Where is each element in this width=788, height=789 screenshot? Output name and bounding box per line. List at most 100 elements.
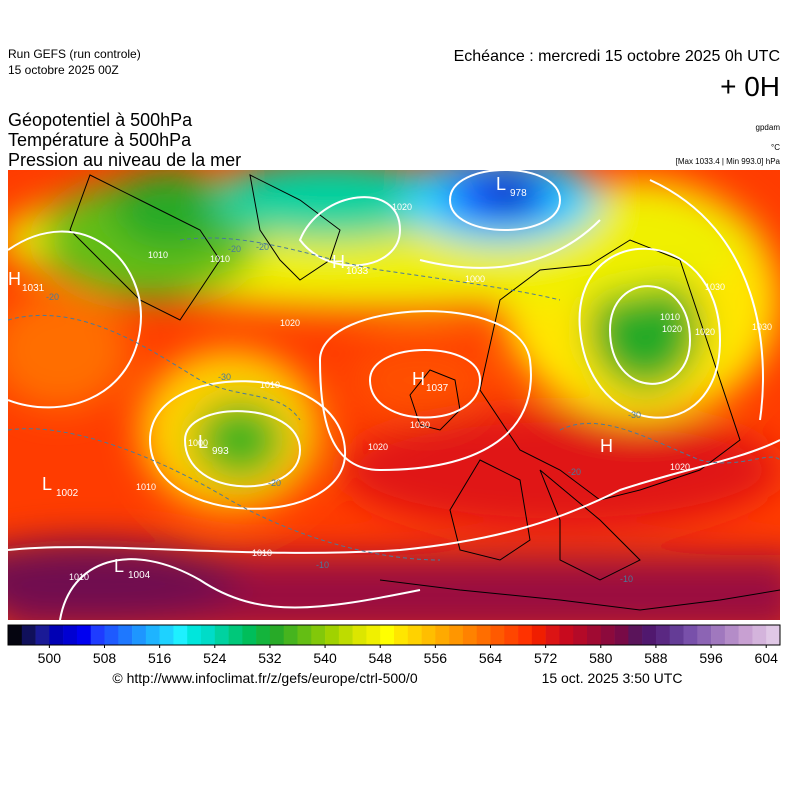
center-value: 993: [212, 446, 229, 457]
colorbar-swatch: [435, 625, 450, 645]
colorbar-swatch: [76, 625, 92, 645]
isobar-label: 1020: [670, 462, 690, 472]
center-value: 1031: [22, 283, 45, 294]
colorbar-swatch: [490, 625, 505, 645]
isotherm-label: -20: [256, 242, 269, 252]
colorbar-swatch: [21, 625, 36, 645]
field: Géopotentiel à 500hPa: [8, 110, 193, 130]
run: Run GEFS (run controle): [8, 47, 141, 61]
colorbar-swatch: [352, 625, 367, 645]
colorbar-swatch: [132, 625, 147, 645]
colorbar-swatch: [63, 625, 78, 645]
colorbar-tick-label: 556: [424, 650, 448, 666]
colorbar-frame: [7, 624, 781, 646]
colorbar-swatch: [297, 625, 312, 645]
isobar-label: 1000: [188, 438, 208, 448]
colorbar-swatch: [531, 625, 546, 645]
isobar-label: 1010: [660, 312, 680, 322]
colorbar-tick-label: 532: [258, 650, 282, 666]
colorbar-tick-label: 500: [38, 650, 62, 666]
colorbar-swatch: [504, 625, 519, 645]
isotherm-label: -30: [628, 410, 641, 420]
colorbar-swatch: [49, 625, 64, 645]
colorbar-tick-label: 564: [479, 650, 503, 666]
center-type: L: [496, 174, 506, 194]
isotherm-label: -20: [46, 292, 59, 302]
field: Température à 500hPa: [8, 130, 192, 150]
colorbar-swatch: [159, 625, 174, 645]
valid-time: Echéance : mercredi 15 octobre 2025 0h U…: [454, 48, 780, 65]
colorbar-swatch: [338, 625, 353, 645]
colorbar-swatch: [669, 625, 684, 645]
run-date: 15 octobre 2025 00Z: [8, 63, 119, 77]
colorbar-tick-label: 540: [313, 650, 337, 666]
colorbar-tick-label: 604: [755, 650, 779, 666]
colorbar-swatch: [573, 625, 588, 645]
isobar-label: 1020: [392, 202, 412, 212]
field-shading: [8, 170, 780, 620]
colorbar-swatch: [587, 625, 602, 645]
field: Pression au niveau de la mer: [8, 150, 241, 170]
isobar-label: 1010: [252, 548, 272, 558]
colorbar-tick-label: 508: [93, 650, 117, 666]
map: [8, 170, 780, 620]
colorbar-tick-label: 572: [534, 650, 558, 666]
colorbar-tick-label: 588: [644, 650, 668, 666]
colorbar-tick-label: 596: [699, 650, 723, 666]
colorbar-swatch: [118, 625, 133, 645]
colorbar-swatch: [366, 625, 381, 645]
pressure-range: [Max 1033.4 | Min 993.0] hPa: [676, 157, 781, 166]
center-type: L: [198, 432, 208, 452]
colorbar-swatch: [738, 625, 753, 645]
colorbar-swatch: [394, 625, 409, 645]
center-value: 1037: [426, 383, 449, 394]
colorbar-swatch: [104, 625, 119, 645]
colorbar-swatch: [256, 625, 271, 645]
unit: °C: [771, 143, 780, 152]
colorbar-swatch: [201, 625, 216, 645]
center-type: L: [114, 556, 124, 576]
unit: gpdam: [756, 123, 781, 132]
center-type: H: [8, 269, 21, 289]
colorbar-swatch: [90, 625, 105, 645]
center-value: 1033: [346, 266, 369, 277]
colorbar-swatch: [242, 625, 257, 645]
isobar-label: 1020: [662, 324, 682, 334]
isobar-label: 1010: [148, 250, 168, 260]
colorbar-swatch: [697, 625, 712, 645]
isobars: [8, 170, 780, 620]
generated: 15 oct. 2025 3:50 UTC: [542, 670, 683, 686]
isobar-label: 1020: [695, 327, 715, 337]
center-value: 1002: [56, 488, 79, 499]
colorbar-tick-label: 524: [203, 650, 227, 666]
colorbar-swatch: [311, 625, 326, 645]
colorbar-swatch: [421, 625, 436, 645]
isotherm-label: -20: [268, 478, 281, 488]
isobar-label: 1020: [280, 318, 300, 328]
colorbar-swatch: [628, 625, 643, 645]
isotherm-label: -20: [228, 244, 241, 254]
isotherm-label: -20: [568, 467, 581, 477]
colorbar-swatch: [559, 625, 574, 645]
isotherm-label: -10: [316, 560, 329, 570]
lead-time: + 0H: [720, 71, 780, 102]
colorbar-swatch: [325, 625, 340, 645]
colorbar-swatch: [380, 625, 395, 645]
colorbar-swatch: [214, 625, 229, 645]
colorbar-tick-label: 580: [589, 650, 613, 666]
colorbar-swatch: [228, 625, 243, 645]
colorbar-swatch: [187, 625, 202, 645]
colorbar-tick-label: 548: [369, 650, 393, 666]
colorbar-tick-label: 516: [148, 650, 172, 666]
colorbar-swatch: [642, 625, 657, 645]
colorbar-swatch: [283, 625, 298, 645]
colorbar-swatch: [711, 625, 726, 645]
colorbar-swatch: [614, 625, 629, 645]
colorbar-swatch: [407, 625, 422, 645]
isobar-label: 1030: [705, 282, 725, 292]
colorbar-swatch: [518, 625, 533, 645]
colorbar-swatch: [683, 625, 698, 645]
isobar-label: 1030: [752, 322, 772, 332]
isobar-label: 1000: [465, 274, 485, 284]
